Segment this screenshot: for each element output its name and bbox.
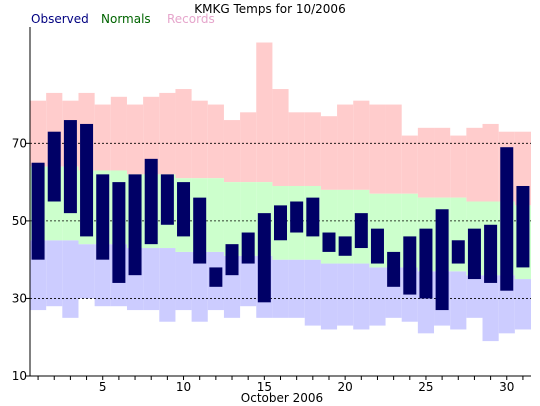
below-normal-bar [514, 279, 531, 330]
below-normal-bar [191, 251, 208, 322]
observed-range-bar [31, 162, 45, 260]
record-range-bar [159, 92, 176, 175]
below-normal-bar [159, 248, 176, 322]
observed-range-bar [467, 228, 481, 280]
record-range-bar [288, 112, 305, 186]
observed-range-bar [47, 131, 61, 202]
observed-range-bar [128, 174, 142, 276]
record-range-bar [207, 104, 224, 179]
observed-range-bar [516, 185, 530, 268]
observed-range-bar [112, 182, 126, 283]
record-range-bar [143, 96, 160, 175]
observed-range-bars [31, 120, 530, 311]
record-range-bar [256, 42, 273, 183]
record-range-bar [417, 127, 435, 198]
observed-range-bar [193, 197, 207, 264]
below-normal-bar [78, 244, 95, 299]
observed-range-bar [290, 201, 304, 233]
observed-range-bar [144, 158, 158, 245]
x-tick-label: 20 [338, 380, 353, 394]
normal-range-bar [207, 178, 224, 252]
record-range-bar [30, 100, 47, 167]
observed-range-bar [403, 236, 417, 295]
observed-range-bar [419, 228, 433, 299]
x-tick-label: 5 [99, 380, 107, 394]
observed-range-bar [80, 123, 94, 237]
record-range-bar [482, 123, 499, 202]
observed-range-bar [177, 182, 191, 237]
observed-range-bar [370, 228, 384, 264]
observed-range-bar [338, 236, 352, 256]
record-range-bar [240, 112, 257, 183]
observed-range-bar [387, 251, 401, 287]
observed-range-bar [225, 244, 239, 276]
legend-observed: Observed [31, 12, 89, 26]
normal-range-bar [320, 189, 338, 264]
y-tick-label: 30 [12, 291, 27, 305]
below-normal-bar [450, 271, 467, 330]
below-normal-bar [304, 259, 321, 326]
x-tick-label: 30 [499, 380, 514, 394]
normal-range-bar [223, 182, 241, 256]
below-normal-bar [337, 263, 354, 326]
legend-records: Records [167, 12, 215, 26]
record-range-bar [450, 135, 467, 198]
below-normal-bar [272, 259, 289, 318]
below-normal-bar [320, 263, 338, 330]
record-range-bar [223, 120, 241, 183]
tick-labels: 10 30 50 70 5 10 15 20 25 30 [12, 136, 524, 394]
below-normal-bar [353, 263, 370, 330]
observed-range-bar [435, 209, 449, 311]
y-tick-label: 70 [12, 136, 27, 150]
normal-range-bar [385, 193, 402, 268]
observed-range-bar [160, 174, 174, 225]
below-normal-bar [288, 259, 305, 318]
record-range-bar [385, 104, 402, 194]
record-range-bar [175, 89, 192, 179]
x-axis-label: October 2006 [241, 391, 323, 405]
record-range-bar [434, 127, 451, 198]
record-range-bar [304, 112, 321, 186]
observed-range-bar [257, 213, 271, 303]
below-normal-bar [482, 275, 499, 342]
observed-range-bar [209, 267, 223, 287]
legend-normals: Normals [101, 12, 151, 26]
observed-range-bar [306, 197, 320, 237]
record-range-bar [353, 100, 370, 190]
observed-range-bar [451, 240, 465, 264]
record-range-bar [320, 116, 338, 190]
below-normal-bar [143, 248, 160, 311]
x-tick-label: 15 [257, 380, 272, 394]
observed-range-bar [500, 147, 514, 291]
x-tick-label: 25 [418, 380, 433, 394]
observed-range-bar [274, 205, 287, 241]
x-tick-label: 10 [176, 380, 191, 394]
record-range-bar [191, 100, 208, 179]
y-tick-label: 10 [12, 369, 27, 383]
record-range-bar [337, 104, 354, 190]
chart-title: KMKG Temps for 10/2006 [194, 2, 345, 16]
below-normal-bar [46, 240, 63, 307]
y-tick-label: 50 [12, 214, 27, 228]
observed-range-bar [63, 120, 77, 214]
record-range-bar [94, 104, 111, 171]
below-normal-bar [62, 240, 79, 318]
record-range-bar [369, 104, 386, 194]
observed-range-bar [484, 224, 498, 283]
record-range-bar [110, 96, 127, 171]
observed-range-bar [322, 232, 336, 252]
below-normal-bar [175, 251, 192, 311]
observed-range-bar [96, 174, 110, 260]
below-normal-bar [369, 267, 386, 326]
record-range-bar [466, 127, 483, 202]
record-range-bar [401, 135, 418, 194]
below-normal-bar [240, 255, 257, 307]
record-range-bar [126, 104, 144, 175]
observed-range-bar [241, 232, 255, 264]
record-range-bar [272, 89, 289, 186]
below-normal-bar [466, 275, 483, 318]
observed-range-bar [354, 213, 368, 249]
